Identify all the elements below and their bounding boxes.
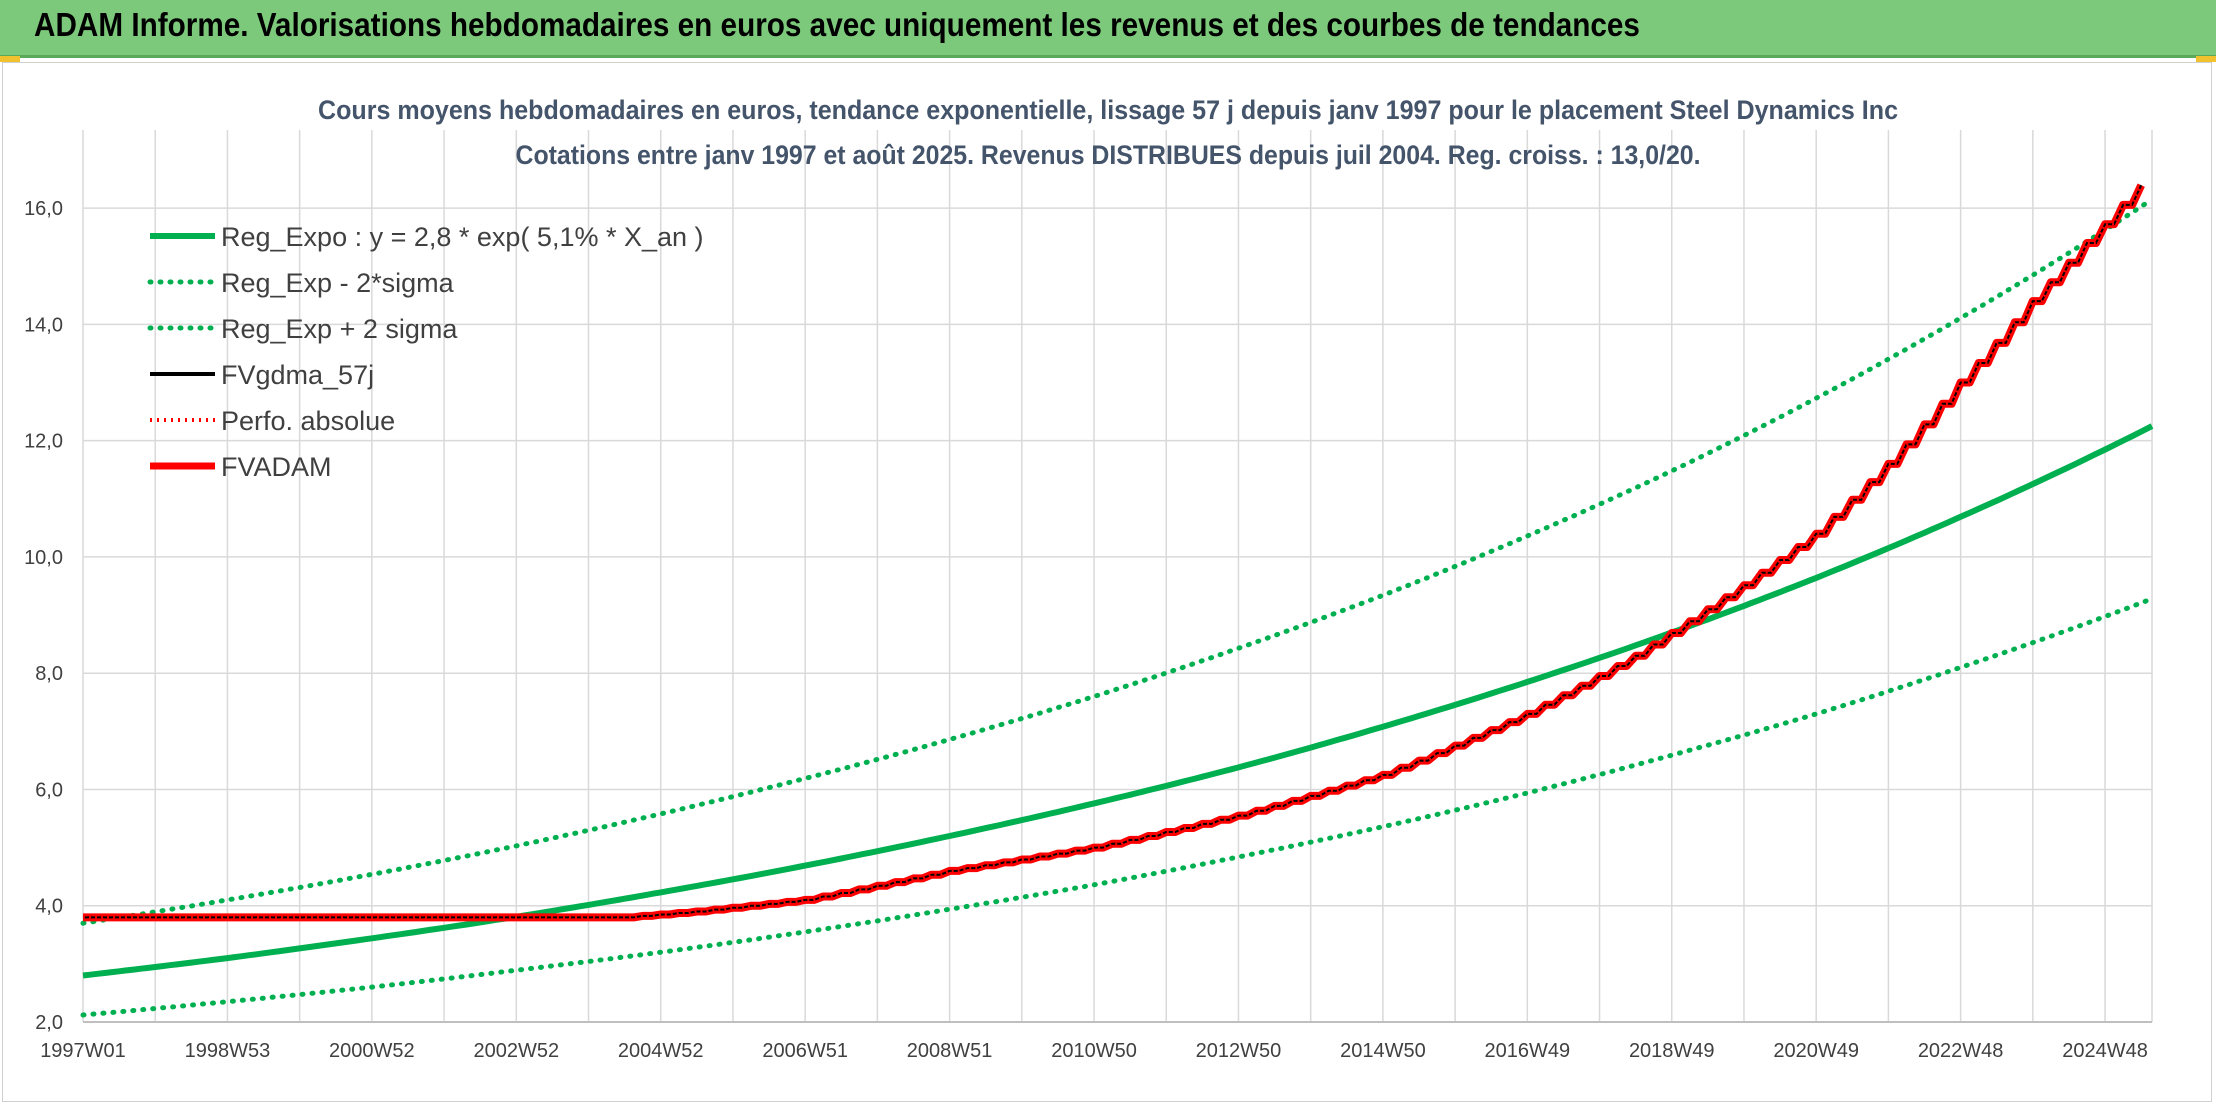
report-banner: ADAM Informe. Valorisations hebdomadaire… bbox=[0, 0, 2216, 58]
legend-label: FVgdma_57j bbox=[221, 360, 374, 390]
x-tick-label: 2010W50 bbox=[1051, 1040, 1137, 1062]
x-tick-label: 2022W48 bbox=[1918, 1040, 2004, 1062]
x-tick-label: 2006W51 bbox=[762, 1040, 848, 1062]
y-tick-label: 10,0 bbox=[24, 547, 63, 569]
banner-corner-right bbox=[2196, 56, 2216, 62]
x-tick-label: 1997W01 bbox=[40, 1040, 126, 1062]
chart-frame bbox=[2, 62, 2212, 1102]
report-title: ADAM Informe. Valorisations hebdomadaire… bbox=[34, 6, 1640, 43]
legend: Reg_Expo : y = 2,8 * exp( 5,1% * X_an ) R… bbox=[147, 222, 704, 482]
x-tick-label: 2008W51 bbox=[907, 1040, 993, 1062]
legend-label: Reg_Exp - 2*sigma bbox=[221, 268, 455, 298]
tick-labels: 1997W01 1998W53 2000W52 2002W52 2004W52 2006W… bbox=[24, 198, 2148, 1062]
y-tick-label: 14,0 bbox=[24, 314, 63, 336]
legend-label: Perfo. absolue bbox=[221, 406, 395, 436]
x-tick-label: 2018W49 bbox=[1629, 1040, 1715, 1062]
series-line bbox=[80, 596, 2155, 1018]
chart-title: Cours moyens hebdomadaires en euros, ten… bbox=[318, 95, 1898, 125]
series-line bbox=[83, 184, 2143, 919]
y-tick-label: 8,0 bbox=[35, 663, 63, 685]
legend-label: FVADAM bbox=[221, 452, 332, 482]
chart-subtitle: Cotations entre janv 1997 et août 2025. … bbox=[516, 140, 1701, 170]
y-tick-label: 4,0 bbox=[35, 896, 63, 918]
legend-label: Reg_Expo : y = 2,8 * exp( 5,1% * X_an ) bbox=[221, 222, 704, 252]
x-tick-label: 2002W52 bbox=[473, 1040, 559, 1062]
x-tick-label: 1998W53 bbox=[185, 1040, 271, 1062]
x-tick-label: 2024W48 bbox=[2062, 1040, 2148, 1062]
legend-label: Reg_Exp + 2 sigma bbox=[221, 314, 458, 344]
y-tick-label: 6,0 bbox=[35, 779, 63, 801]
series-line bbox=[80, 196, 2155, 926]
x-tick-label: 2014W50 bbox=[1340, 1040, 1426, 1062]
x-tick-label: 2020W49 bbox=[1773, 1040, 1859, 1062]
x-tick-label: 2004W52 bbox=[618, 1040, 704, 1062]
grid bbox=[82, 130, 2153, 1023]
y-tick-label: 2,0 bbox=[35, 1012, 63, 1034]
x-tick-label: 2012W50 bbox=[1196, 1040, 1282, 1062]
y-tick-label: 16,0 bbox=[24, 198, 63, 220]
series-line bbox=[82, 423, 2154, 979]
x-tick-label: 2016W49 bbox=[1485, 1040, 1571, 1062]
x-tick-label: 2000W52 bbox=[329, 1040, 415, 1062]
series-layer bbox=[80, 183, 2155, 1018]
banner-corner-left bbox=[0, 56, 20, 62]
y-tick-label: 12,0 bbox=[24, 431, 63, 453]
